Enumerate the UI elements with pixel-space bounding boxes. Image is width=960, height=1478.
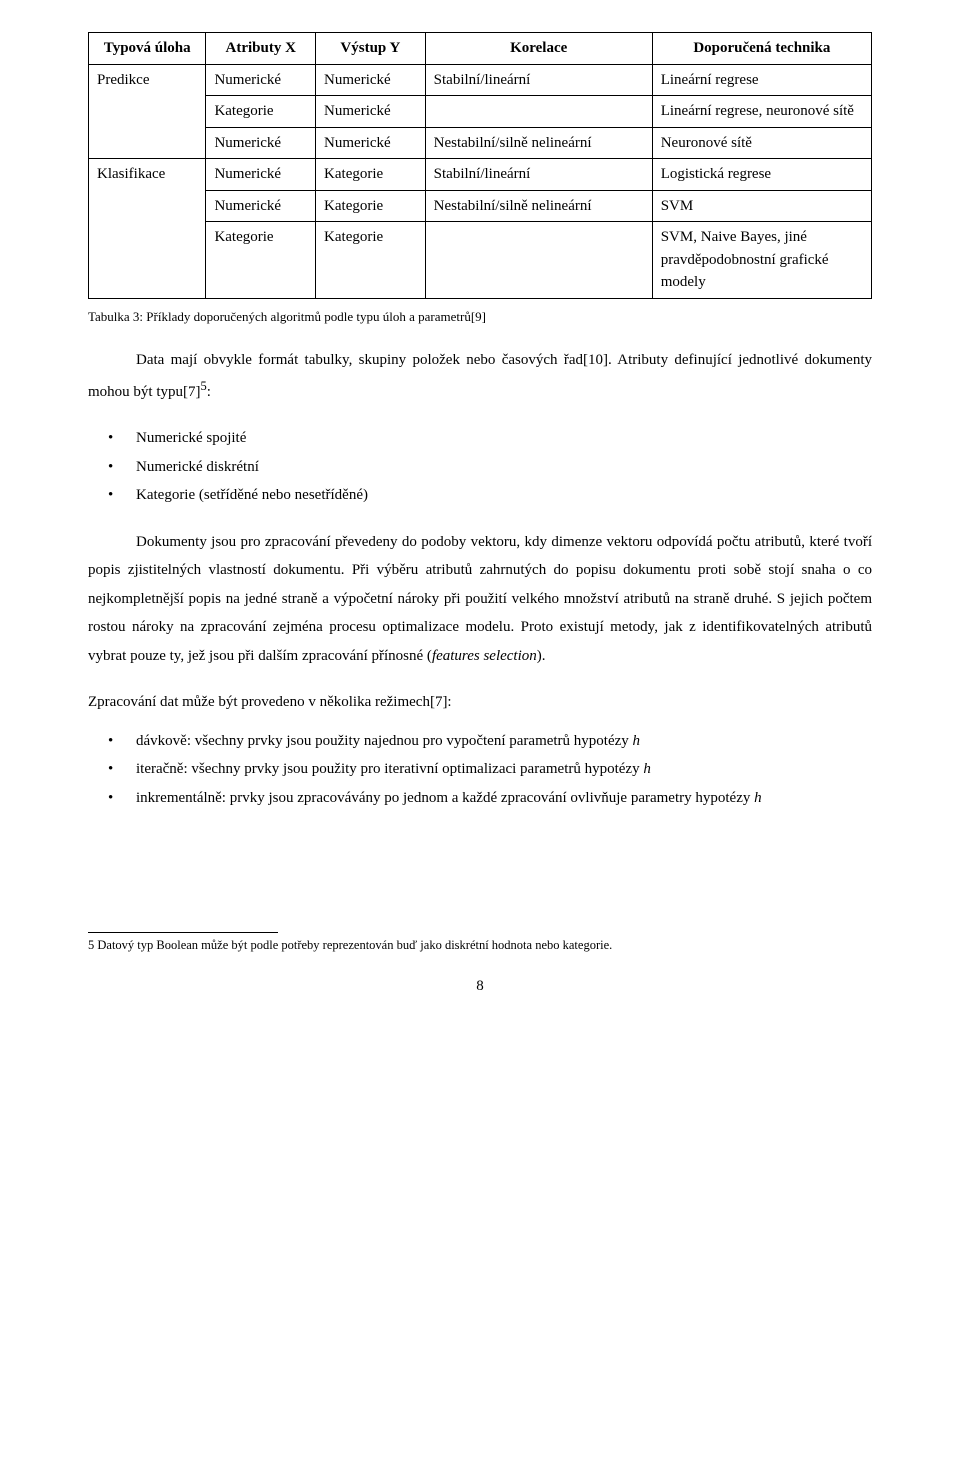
italic-var: h xyxy=(643,761,651,777)
table-cell: Logistická regrese xyxy=(652,159,871,191)
table-row: KategorieNumerické Lineární regrese, neur… xyxy=(89,96,872,128)
techniques-table: Typová úloha Atributy X Výstup Y Korelac… xyxy=(88,32,872,299)
table-cell: Klasifikace xyxy=(89,159,206,299)
table-cell: Numerické xyxy=(206,127,316,159)
table-cell: SVM, Naive Bayes, jiné pravděpodobnostní… xyxy=(652,222,871,299)
list-item: dávkově: všechny prvky jsou použity naje… xyxy=(136,727,872,756)
col-header: Typová úloha xyxy=(89,33,206,65)
table-cell xyxy=(425,96,652,128)
processing-modes-intro: Zpracování dat může být provedeno v něko… xyxy=(88,688,872,717)
paragraph-intro: Data mají obvykle formát tabulky, skupin… xyxy=(88,346,872,406)
table-cell: Numerické xyxy=(206,64,316,96)
col-header: Atributy X xyxy=(206,33,316,65)
text: dávkově: všechny prvky jsou použity naje… xyxy=(136,733,633,749)
table-cell: Kategorie xyxy=(316,190,426,222)
table-cell: Nestabilní/silně nelineární xyxy=(425,127,652,159)
table-cell: Stabilní/lineární xyxy=(425,159,652,191)
table-row: PredikceNumerickéNumerickéStabilní/lineá… xyxy=(89,64,872,96)
italic-var: h xyxy=(633,733,641,749)
table-cell: Numerické xyxy=(206,159,316,191)
col-header: Doporučená technika xyxy=(652,33,871,65)
processing-modes-list: dávkově: všechny prvky jsou použity naje… xyxy=(88,727,872,813)
table-cell: Numerické xyxy=(316,127,426,159)
list-item: iteračně: všechny prvky jsou použity pro… xyxy=(136,755,872,784)
table-cell: Stabilní/lineární xyxy=(425,64,652,96)
col-header: Korelace xyxy=(425,33,652,65)
table-header-row: Typová úloha Atributy X Výstup Y Korelac… xyxy=(89,33,872,65)
table-row: KategorieKategorie SVM, Naive Bayes, jiné… xyxy=(89,222,872,299)
table-cell: Numerické xyxy=(206,190,316,222)
text: Dokumenty jsou pro zpracování převedeny … xyxy=(88,534,872,664)
col-header: Výstup Y xyxy=(316,33,426,65)
table-cell: Nestabilní/silně nelineární xyxy=(425,190,652,222)
table-cell: Lineární regrese, neuronové sítě xyxy=(652,96,871,128)
footnote-text: 5 Datový typ Boolean může být podle potř… xyxy=(88,937,872,955)
table-cell: SVM xyxy=(652,190,871,222)
italic-term: features selection xyxy=(432,648,537,664)
table-cell: Kategorie xyxy=(316,222,426,299)
list-item: inkrementálně: prvky jsou zpracovávány p… xyxy=(136,784,872,813)
text: inkrementálně: prvky jsou zpracovávány p… xyxy=(136,790,754,806)
paragraph-documents: Dokumenty jsou pro zpracování převedeny … xyxy=(88,528,872,671)
text: iteračně: všechny prvky jsou použity pro… xyxy=(136,761,643,777)
footnote-separator xyxy=(88,932,278,933)
table-cell: Kategorie xyxy=(316,159,426,191)
page-number: 8 xyxy=(88,975,872,998)
table-row: NumerickéKategorieNestabilní/silně nelin… xyxy=(89,190,872,222)
table-row: KlasifikaceNumerickéKategorieStabilní/li… xyxy=(89,159,872,191)
table-cell: Kategorie xyxy=(206,222,316,299)
table-cell: Neuronové sítě xyxy=(652,127,871,159)
italic-var: h xyxy=(754,790,762,806)
list-item: Numerické spojité xyxy=(136,424,872,453)
table-cell xyxy=(425,222,652,299)
table-cell: Numerické xyxy=(316,64,426,96)
attribute-types-list: Numerické spojité Numerické diskrétní Ka… xyxy=(88,424,872,510)
list-item: Numerické diskrétní xyxy=(136,453,872,482)
list-item: Kategorie (setříděné nebo nesetříděné) xyxy=(136,481,872,510)
table-cell: Numerické xyxy=(316,96,426,128)
table-caption: Tabulka 3: Příklady doporučených algorit… xyxy=(88,307,872,327)
text: : xyxy=(207,384,211,400)
table-cell: Kategorie xyxy=(206,96,316,128)
table-cell: Predikce xyxy=(89,64,206,159)
text: ). xyxy=(537,648,546,664)
table-cell: Lineární regrese xyxy=(652,64,871,96)
table-row: NumerickéNumerickéNestabilní/silně nelin… xyxy=(89,127,872,159)
